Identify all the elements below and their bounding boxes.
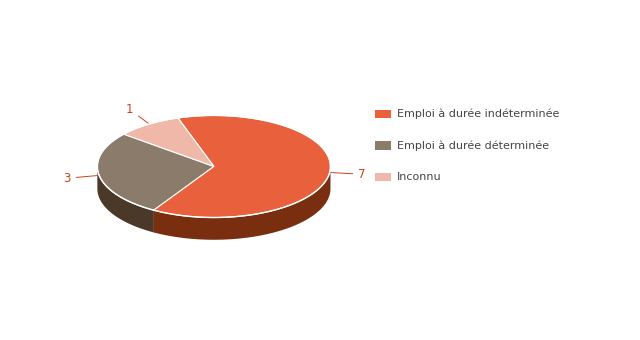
Polygon shape: [154, 115, 330, 218]
Polygon shape: [154, 167, 330, 240]
Polygon shape: [97, 167, 154, 233]
Bar: [375, 141, 391, 150]
Text: 1: 1: [126, 103, 157, 130]
Polygon shape: [124, 118, 214, 167]
Polygon shape: [97, 134, 214, 210]
Text: Emploi à durée indéterminée: Emploi à durée indéterminée: [397, 109, 559, 119]
Bar: [375, 173, 391, 181]
Text: 3: 3: [63, 172, 117, 185]
Text: 7: 7: [312, 168, 366, 181]
Polygon shape: [154, 167, 214, 233]
Polygon shape: [154, 167, 214, 233]
Text: Inconnu: Inconnu: [397, 172, 442, 182]
Bar: [375, 110, 391, 118]
Text: Emploi à durée déterminée: Emploi à durée déterminée: [397, 140, 549, 151]
